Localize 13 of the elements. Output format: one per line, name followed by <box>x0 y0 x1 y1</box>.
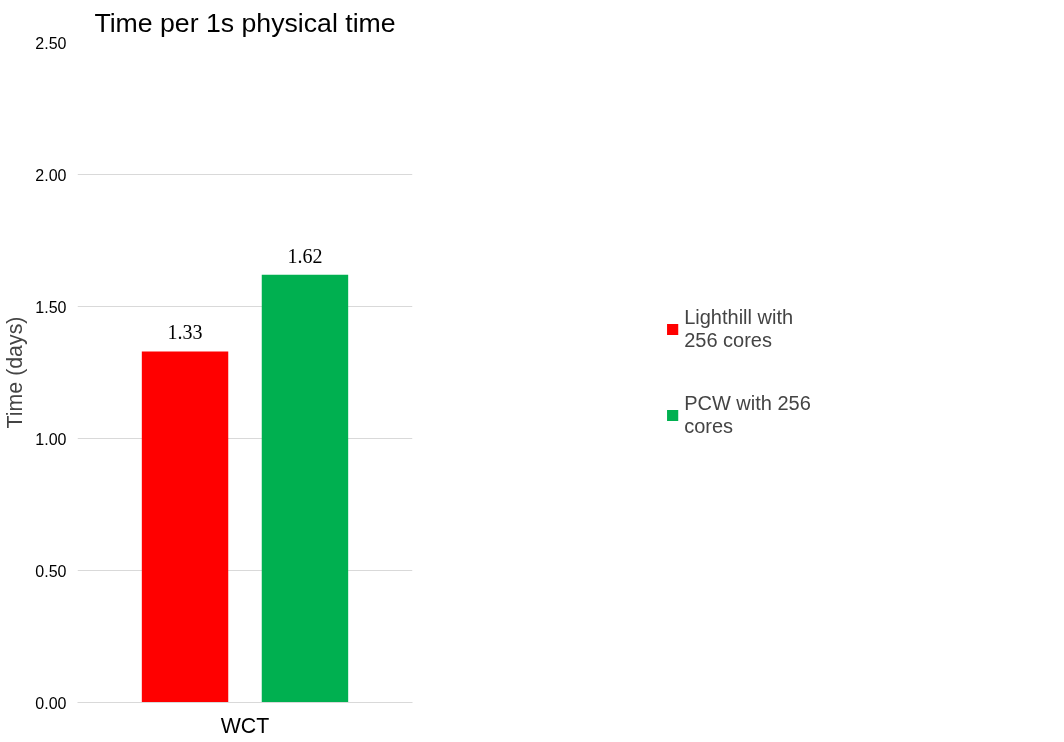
legend-label: Lighthill with 256 cores <box>684 306 794 352</box>
legend-label: PCW with 256 cores <box>684 392 811 438</box>
y-tick-label: 1.50 <box>35 298 67 316</box>
y-axis-title: Time (days) <box>3 316 28 429</box>
y-tick-label: 2.00 <box>35 166 67 184</box>
y-tick-label: 1.00 <box>35 430 67 448</box>
chart-title: Time per 1s physical time <box>94 7 396 38</box>
y-tick-label: 0.50 <box>35 562 67 580</box>
y-tick-label: 0.00 <box>35 694 67 712</box>
data-label: 1.62 <box>287 244 323 267</box>
data-label: 1.33 <box>167 321 203 344</box>
x-tick-label: WCT <box>220 713 270 738</box>
y-tick-label: 2.50 <box>35 34 67 52</box>
